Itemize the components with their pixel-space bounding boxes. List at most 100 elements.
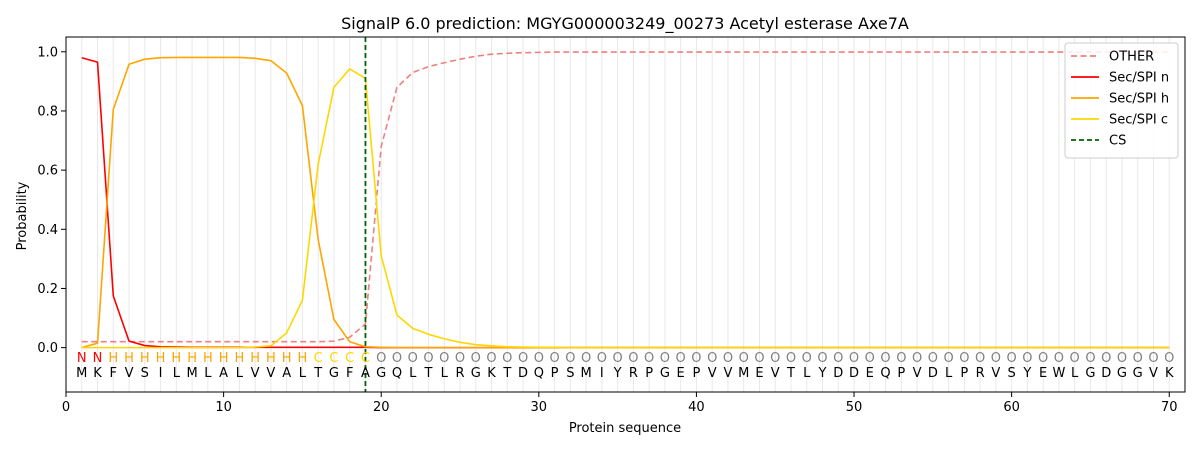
region-label: O [723, 351, 733, 366]
residue-letter: R [976, 366, 985, 381]
residue-letter: F [110, 366, 117, 381]
residue-letter: P [960, 366, 968, 381]
region-label: O [1022, 351, 1032, 366]
region-label: O [597, 351, 607, 366]
legend-box [1064, 42, 1179, 159]
residue-letter: D [833, 366, 843, 381]
residue-letter: L [803, 366, 811, 381]
residue-letter: S [141, 366, 149, 381]
region-label: O [707, 351, 717, 366]
region-label: O [1101, 351, 1111, 366]
region-label: O [739, 351, 749, 366]
region-label: O [628, 351, 638, 366]
axes-layer: 0 10 20 30 40 50 60 70 0.0 0.2 0.4 0.6 0.8 1.0 [37, 36, 1186, 415]
region-label: N [93, 351, 103, 366]
region-label: O [676, 351, 686, 366]
region-label: O [1133, 351, 1143, 366]
region-label: O [1007, 351, 1017, 366]
region-label: H [203, 351, 213, 366]
region-label: O [1148, 351, 1158, 366]
residue-letter: A [282, 366, 291, 381]
residue-letter: G [1085, 366, 1095, 381]
y-tick-label: 0.2 [37, 282, 58, 297]
region-label: H [298, 351, 308, 366]
residue-letter: V [251, 366, 260, 381]
region-label: O [1054, 351, 1064, 366]
x-tick-label: 50 [846, 400, 863, 415]
region-label: O [880, 351, 890, 366]
residue-letter: L [945, 366, 953, 381]
region-label: O [928, 351, 938, 366]
residue-letter: L [173, 366, 181, 381]
grid-layer [81, 37, 1170, 392]
region-label: O [518, 351, 528, 366]
residue-letter: Y [1022, 366, 1031, 381]
region-label: O [691, 351, 701, 366]
residue-letter: D [928, 366, 938, 381]
region-label: H [171, 351, 181, 366]
residue-letter: K [1165, 366, 1174, 381]
residue-letter: V [1149, 366, 1158, 381]
region-label: O [817, 351, 827, 366]
region-label: O [565, 351, 575, 366]
region-label: C [329, 351, 338, 366]
series-line-other [81, 51, 1170, 343]
plot-frame [65, 36, 1186, 393]
residue-letter: D [518, 366, 528, 381]
residue-letter: Y [613, 366, 622, 381]
residue-letter: E [1039, 366, 1047, 381]
residue-letter: M [738, 366, 749, 381]
region-label: O [502, 351, 512, 366]
region-label: H [266, 351, 276, 366]
y-tick-label: 0.6 [37, 164, 58, 179]
region-label: O [392, 351, 402, 366]
region-label: C [345, 351, 354, 366]
region-label: O [754, 351, 764, 366]
region-label: O [376, 351, 386, 366]
residue-letter: V [266, 366, 275, 381]
residue-letter: T [786, 366, 795, 381]
residue-letter: K [487, 366, 496, 381]
chart-title: SignalP 6.0 prediction: MGYG000003249_00… [341, 14, 909, 34]
region-label: O [660, 351, 670, 366]
residue-letter: L [409, 366, 417, 381]
residue-letter: E [866, 366, 874, 381]
region-label: O [581, 351, 591, 366]
residue-letter: G [471, 366, 481, 381]
y-tick-label: 0.0 [37, 341, 58, 356]
x-tick-label: 20 [373, 400, 390, 415]
residue-letter: Q [392, 366, 402, 381]
legend-label: Sec/SPI c [1109, 113, 1168, 128]
residue-letter: V [125, 366, 134, 381]
x-tick-label: 60 [1003, 400, 1020, 415]
region-label: O [975, 351, 985, 366]
region-label: O [959, 351, 969, 366]
residue-letter: S [1008, 366, 1016, 381]
x-tick-label: 30 [531, 400, 548, 415]
series-line-sec-spi-h [81, 56, 1170, 349]
residue-letter: F [346, 366, 353, 381]
residue-letter: E [677, 366, 685, 381]
region-label: O [1038, 351, 1048, 366]
residue-letter: T [313, 366, 322, 381]
residue-letter: S [566, 366, 574, 381]
region-label: C [361, 351, 370, 366]
region-label: O [455, 351, 465, 366]
residue-letter: W [1052, 366, 1065, 381]
residue-letter: L [441, 366, 449, 381]
region-label: O [786, 351, 796, 366]
region-label: O [896, 351, 906, 366]
region-label: O [408, 351, 418, 366]
region-label: H [140, 351, 150, 366]
x-tick-label: 40 [688, 400, 705, 415]
legend-label: Sec/SPI n [1109, 71, 1169, 86]
residue-letter: G [376, 366, 386, 381]
legend-label: OTHER [1109, 50, 1154, 65]
region-label: O [439, 351, 449, 366]
region-label: C [314, 351, 323, 366]
legend-label: CS [1109, 134, 1126, 149]
residue-letter: G [660, 366, 670, 381]
residue-letter: R [455, 366, 464, 381]
region-label: O [865, 351, 875, 366]
residue-letter: M [76, 366, 87, 381]
